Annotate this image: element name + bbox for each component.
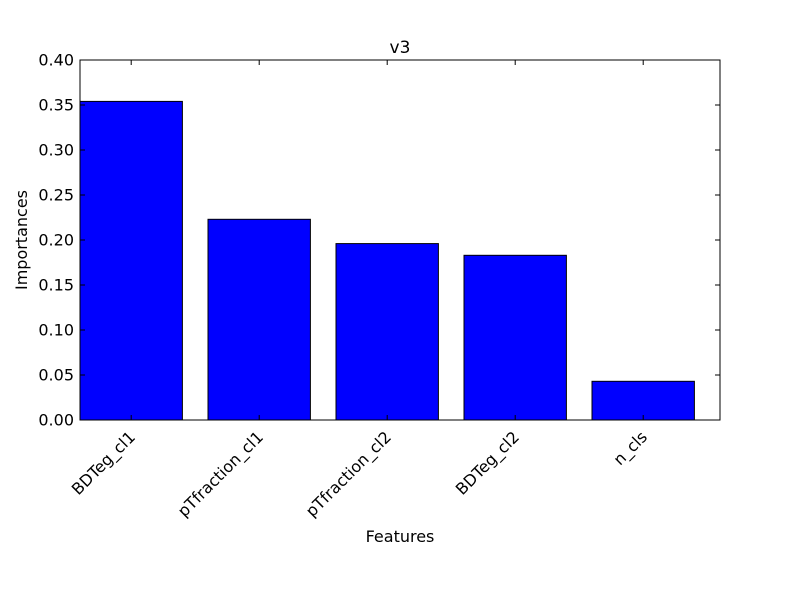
y-tick-label-5: 0.25 [38, 186, 74, 205]
y-tick-label-2: 0.10 [38, 321, 74, 340]
y-tick-label-6: 0.30 [38, 141, 74, 160]
y-tick-label-3: 0.15 [38, 276, 74, 295]
bars-group [79, 100, 695, 421]
x-axis-label: Features [366, 527, 435, 546]
y-axis-label: Importances [12, 190, 31, 290]
y-tick-label-0: 0.00 [38, 411, 74, 430]
x-tick-label-4: n_cls [610, 427, 652, 469]
chart-title: v3 [390, 38, 411, 58]
bar-pTfraction_cl2 [335, 243, 439, 421]
x-tick-label-3: BDTeg_cl2 [452, 427, 524, 499]
bar-BDTeg_cl1 [79, 100, 183, 421]
x-tick-label-2: pTfraction_cl2 [302, 427, 396, 521]
y-tick-label-8: 0.40 [38, 51, 74, 70]
y-tick-label-1: 0.05 [38, 366, 74, 385]
bar-pTfraction_cl1 [207, 218, 311, 421]
bar-n_cls [591, 380, 695, 421]
bar-BDTeg_cl2 [463, 254, 567, 421]
y-tick-label-7: 0.35 [38, 96, 74, 115]
x-tick-label-0: BDTeg_cl1 [68, 427, 140, 499]
x-tick-label-1: pTfraction_cl1 [174, 427, 268, 521]
y-axis: 0.00 0.05 0.10 0.15 0.20 0.25 0.30 0.35 0.40 [38, 51, 720, 430]
y-tick-label-4: 0.20 [38, 231, 74, 250]
